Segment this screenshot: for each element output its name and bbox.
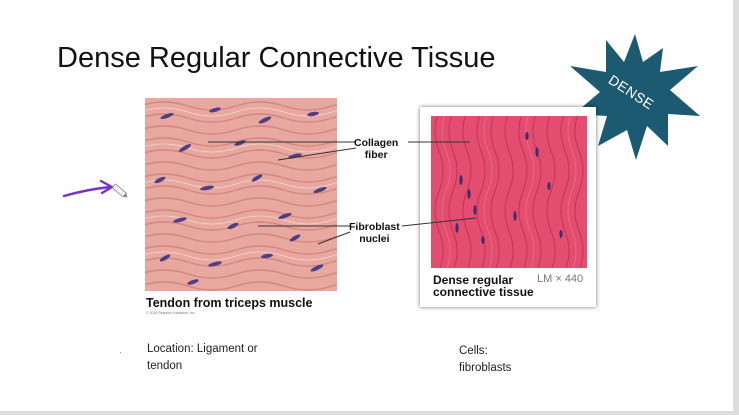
- pen-arrow-icon: [62, 179, 128, 198]
- dense-starburst-icon: [570, 34, 700, 160]
- figure2-caption-line2: connective tissue: [433, 285, 534, 299]
- magnification-label: LM × 440: [537, 273, 584, 285]
- location-text: Location: Ligament or tendon: [147, 343, 258, 372]
- bullet-dot: ·: [119, 348, 122, 357]
- figure1-copyright: © 2016 Pearson Education, Inc.: [146, 311, 196, 315]
- figure1-caption: Tendon from triceps muscle: [146, 296, 313, 310]
- slide-title: Dense Regular Connective Tissue: [57, 42, 496, 74]
- cells-text: Cells: fibroblasts: [459, 345, 512, 374]
- fibroblast-nuclei-label: Fibroblast nuclei: [349, 221, 400, 245]
- window-edge-right: [733, 0, 739, 415]
- connective-tissue-micrograph-image: [431, 116, 587, 268]
- window-edge-bottom: [0, 411, 739, 415]
- tendon-micrograph-image: [145, 98, 337, 291]
- figure2-caption-line1: Dense regular: [433, 273, 514, 287]
- collagen-fiber-label: Collagen fiber: [354, 137, 399, 161]
